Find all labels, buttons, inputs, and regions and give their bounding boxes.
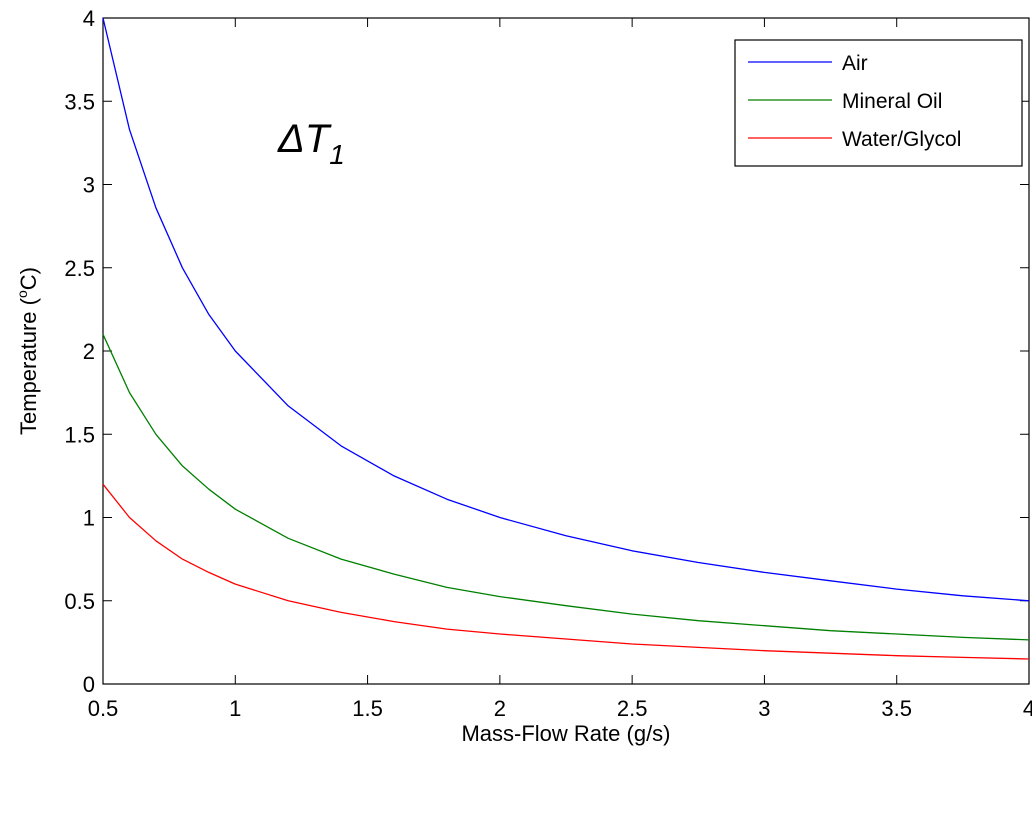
legend-box [734,39,1023,167]
y-tick-label: 0 [83,672,95,697]
x-tick-label: 0.5 [88,696,119,721]
series-line-water-glycol [102,483,1030,660]
legend-label-water-glycol: Water/Glycol [842,128,961,151]
x-tick-label: 2 [494,696,506,721]
y-tick-label: 3 [83,173,95,198]
legend-label-air: Air [842,52,868,75]
x-tick-label: 4 [1023,696,1032,721]
x-tick-label: 3 [758,696,770,721]
series-line-mineral-oil [102,334,1030,641]
y-axis-title: Temperature (oC) [14,267,41,435]
x-axis-title: Mass-Flow Rate (g/s) [461,721,670,746]
y-tick-label: 1.5 [64,422,95,447]
y-tick-label: 2 [83,339,95,364]
y-tick-label: 0.5 [64,589,95,614]
x-tick-label: 3.5 [881,696,912,721]
legend: Air Mineral Oil Water/Glycol [734,39,1023,167]
y-tick-label: 3.5 [64,89,95,114]
x-tick-label: 1.5 [352,696,383,721]
x-tick-label: 2.5 [617,696,648,721]
series-line-air [102,17,1030,602]
legend-label-mineral-oil: Mineral Oil [842,90,942,113]
delta-t-annotation: ΔT1 [277,117,345,170]
y-tick-label: 2.5 [64,256,95,281]
x-tick-label: 1 [229,696,241,721]
y-tick-label: 1 [83,506,95,531]
y-tick-label: 4 [83,6,95,31]
